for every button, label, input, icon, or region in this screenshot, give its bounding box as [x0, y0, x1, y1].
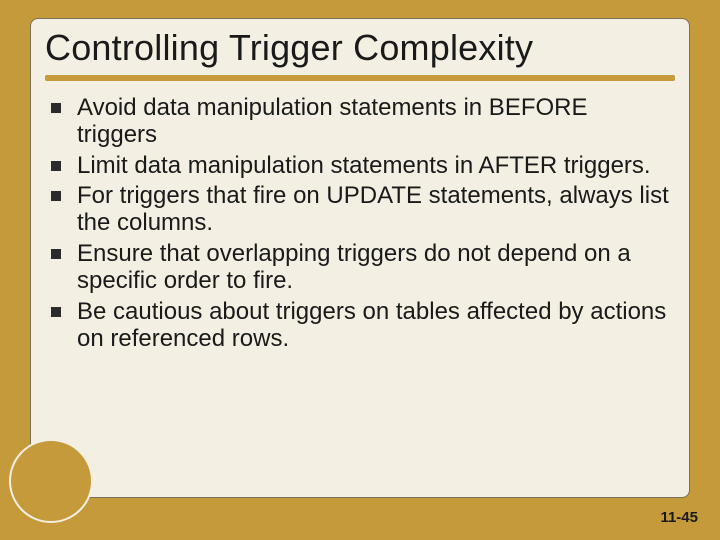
list-item: Be cautious about triggers on tables aff…	[73, 299, 669, 353]
content-panel: Controlling Trigger Complexity Avoid dat…	[30, 18, 690, 498]
page-number: 11-45	[660, 509, 698, 526]
list-item: Limit data manipulation statements in AF…	[73, 153, 669, 180]
corner-circle-icon	[9, 439, 93, 523]
slide-title: Controlling Trigger Complexity	[45, 29, 675, 67]
bullet-list: Avoid data manipulation statements in BE…	[31, 81, 689, 353]
list-item: For triggers that fire on UPDATE stateme…	[73, 183, 669, 237]
slide-background: Controlling Trigger Complexity Avoid dat…	[0, 0, 720, 540]
list-item: Avoid data manipulation statements in BE…	[73, 95, 669, 149]
title-wrap: Controlling Trigger Complexity	[31, 19, 689, 81]
list-item: Ensure that overlapping triggers do not …	[73, 241, 669, 295]
